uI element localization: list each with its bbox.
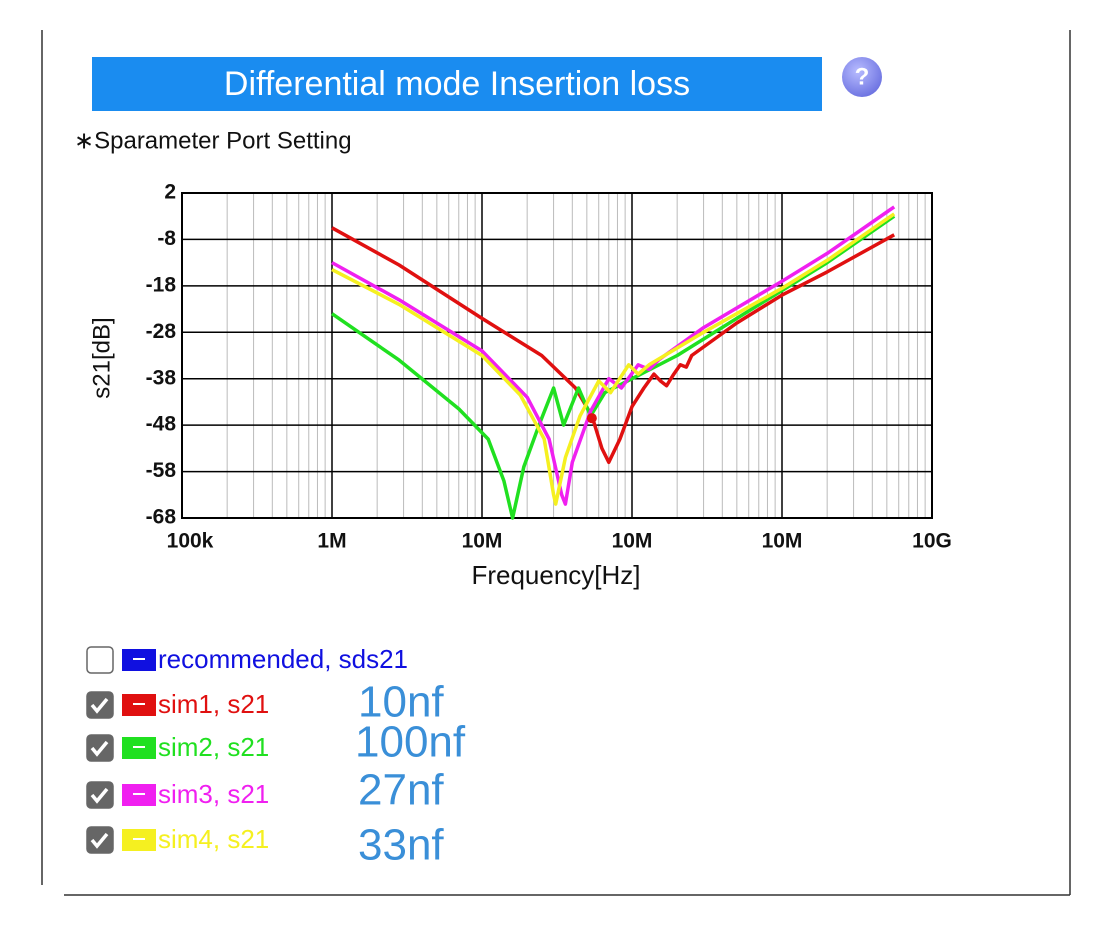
annotation: 33nf <box>358 821 444 870</box>
legend-label: sim3, s21 <box>158 779 269 809</box>
help-icon[interactable]: ? <box>855 63 870 90</box>
help-button[interactable] <box>842 57 882 97</box>
series-line <box>331 212 896 506</box>
x-tick-label: 10G <box>912 530 952 553</box>
legend-label: sim4, s21 <box>158 824 269 854</box>
y-tick-label: -68 <box>146 506 177 529</box>
title: Differential mode Insertion loss <box>224 65 690 103</box>
y-tick-label: -28 <box>146 320 177 343</box>
x-tick-label: 10M <box>762 530 803 553</box>
annotation: 100nf <box>355 718 466 767</box>
checkbox[interactable] <box>86 646 114 674</box>
checkmark[interactable] <box>90 697 109 714</box>
checkmark[interactable] <box>90 832 109 849</box>
series-line <box>331 205 896 506</box>
y-tick-label: 2 <box>164 181 176 204</box>
x-tick-label: 10M <box>612 530 653 553</box>
y-axis-label: s21[dB] <box>88 317 115 398</box>
y-tick-label: -18 <box>146 273 177 296</box>
series-line <box>331 214 896 520</box>
y-tick-label: -58 <box>146 459 177 482</box>
plot-border <box>181 192 933 519</box>
title-banner <box>92 57 822 111</box>
series-line <box>331 226 896 465</box>
legend-label: recommended, sds21 <box>158 644 408 674</box>
y-tick-label: -38 <box>146 366 177 389</box>
y-tick-label: -48 <box>146 413 177 436</box>
x-axis-label: Frequency[Hz] <box>471 560 640 590</box>
x-tick-label: 10M <box>462 530 503 553</box>
x-tick-label: 100k <box>167 530 214 553</box>
x-tick-label: 1M <box>317 530 346 553</box>
checkmark[interactable] <box>90 787 109 804</box>
checkmark[interactable] <box>90 740 109 757</box>
legend-label: sim2, s21 <box>158 732 269 762</box>
annotation: 27nf <box>358 766 444 815</box>
annotation: 10nf <box>358 678 444 727</box>
y-tick-label: -8 <box>157 227 176 250</box>
marker <box>586 413 597 424</box>
subtitle: ∗Sparameter Port Setting <box>74 127 352 154</box>
legend-label: sim1, s21 <box>158 689 269 719</box>
